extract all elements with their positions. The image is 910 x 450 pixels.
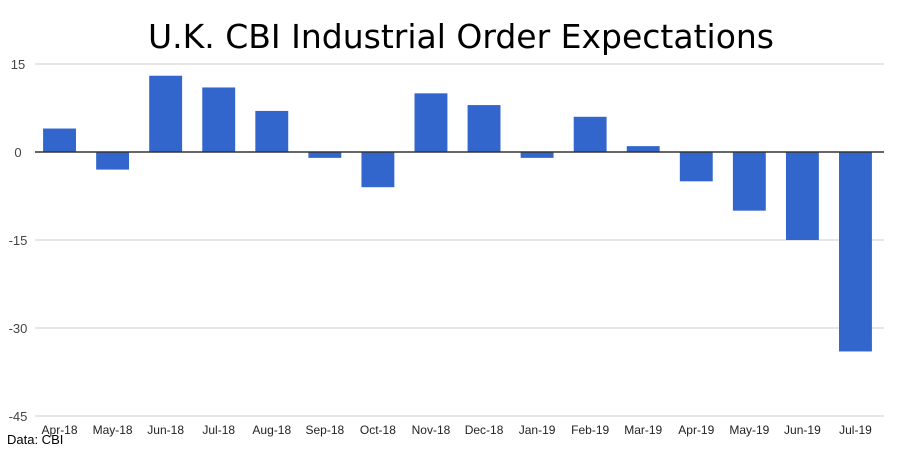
x-tick-label: Apr-19 xyxy=(678,423,714,437)
x-axis-ticks: Apr-18 May-18 Jun-18 Jul-18 Aug-18 Sep-18 Oct-… xyxy=(42,423,873,437)
y-tick-label: 0 xyxy=(14,145,21,160)
bar-feb-19 xyxy=(573,116,607,152)
x-tick-label: Jul-18 xyxy=(202,423,235,437)
x-tick-label: Jun-18 xyxy=(147,423,184,437)
x-tick-label: Dec-18 xyxy=(465,423,504,437)
bar-jul-18 xyxy=(202,87,236,152)
source-note: Data: CBI xyxy=(7,432,64,447)
bar-mar-19 xyxy=(626,146,660,152)
y-tick-label: -15 xyxy=(9,233,28,248)
x-tick-label: Nov-18 xyxy=(412,423,451,437)
bar-aug-18 xyxy=(255,110,289,152)
bar-jan-19 xyxy=(520,152,554,158)
x-tick-label: Sep-18 xyxy=(305,423,344,437)
bar-may-19 xyxy=(732,152,766,211)
x-tick-label: Feb-19 xyxy=(571,423,609,437)
x-tick-label: Jul-19 xyxy=(839,423,872,437)
bars xyxy=(43,75,872,352)
x-tick-label: May-19 xyxy=(729,423,769,437)
x-tick-label: Apr-18 xyxy=(42,423,78,437)
y-tick-label: 15 xyxy=(11,57,25,72)
bar-jun-19 xyxy=(785,152,819,240)
bar-dec-18 xyxy=(467,105,501,152)
bar-sep-18 xyxy=(308,152,342,158)
bar-jul-19 xyxy=(839,152,872,352)
y-axis-ticks: 15 0 -15 -30 -45 xyxy=(9,57,28,424)
y-tick-label: -45 xyxy=(9,409,28,424)
bar-oct-18 xyxy=(361,152,395,188)
y-tick-label: -30 xyxy=(9,321,28,336)
bar-jun-18 xyxy=(149,75,183,152)
x-tick-label: May-18 xyxy=(93,423,133,437)
x-tick-label: Jan-19 xyxy=(519,423,556,437)
x-tick-label: Oct-18 xyxy=(360,423,396,437)
bar-nov-18 xyxy=(414,93,448,152)
x-tick-label: Aug-18 xyxy=(252,423,291,437)
bar-may-18 xyxy=(96,152,130,170)
chart-title: U.K. CBI Industrial Order Expectations xyxy=(148,17,774,56)
x-tick-label: Mar-19 xyxy=(624,423,662,437)
bar-apr-18 xyxy=(43,128,76,152)
x-tick-label: Jun-19 xyxy=(784,423,821,437)
gridlines xyxy=(35,63,884,417)
bar-apr-19 xyxy=(679,152,713,182)
